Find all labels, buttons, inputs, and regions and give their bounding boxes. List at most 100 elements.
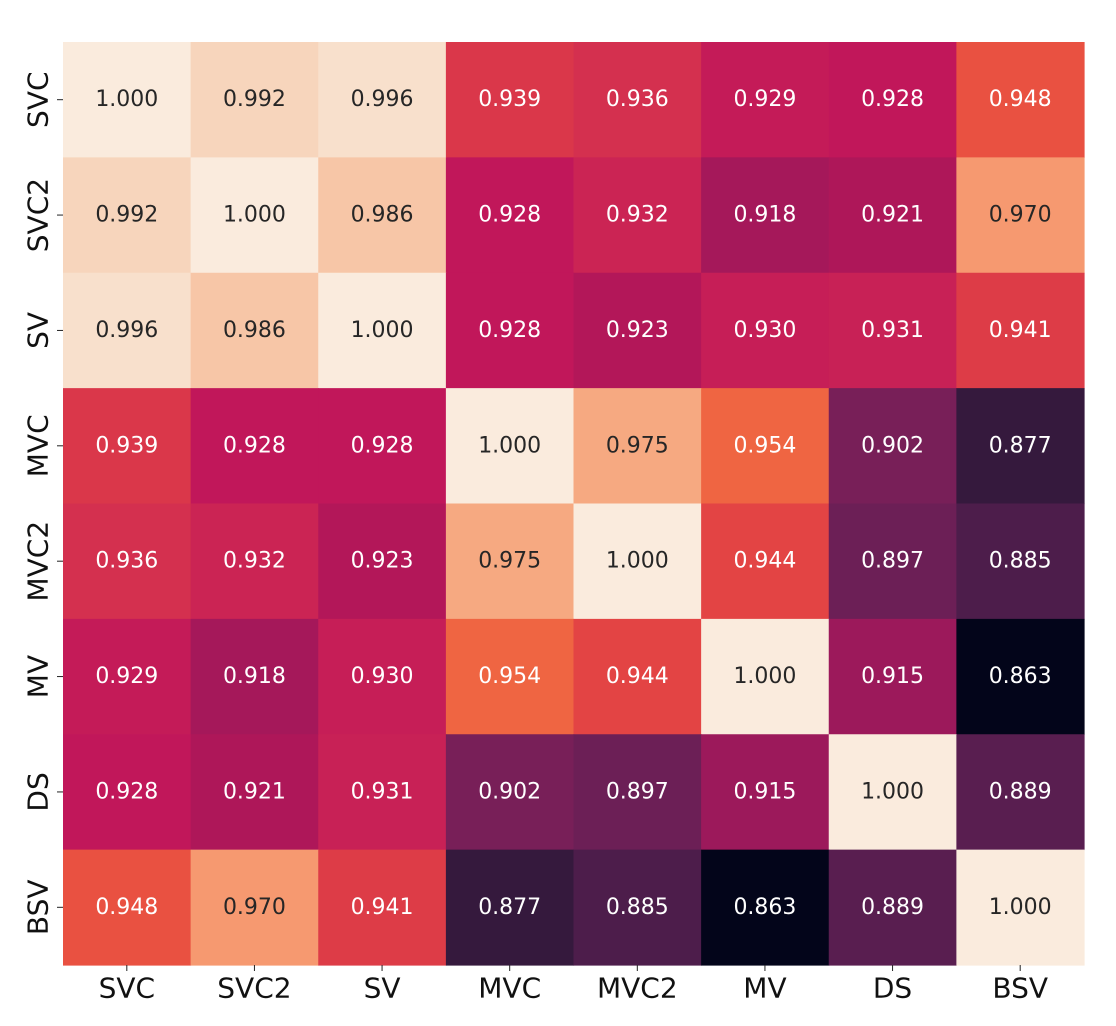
cell-value-label: 0.975	[606, 433, 669, 458]
cell-value-label: 0.928	[351, 433, 414, 458]
cell-value-label: 1.000	[351, 318, 414, 343]
cell-value-label: 0.970	[223, 895, 286, 920]
heatmap-cell-MV-SVC	[63, 618, 192, 735]
x-tick-label-MV: MV	[743, 972, 786, 1005]
heatmap-cell-DS-MVC	[445, 734, 575, 851]
heatmap-cell-SVC-MVC	[445, 42, 575, 158]
cell-value-label: 0.863	[989, 664, 1052, 689]
cell-value-label: 0.932	[606, 203, 669, 228]
heatmap-cell-MVC2-BSV	[956, 503, 1085, 620]
heatmap-cell-MVC2-MV	[701, 503, 830, 620]
cell-value-label: 0.930	[733, 318, 796, 343]
heatmap-cell-SVC2-BSV	[956, 157, 1085, 274]
cell-value-label: 1.000	[478, 433, 541, 458]
x-tick-label-SVC: SVC	[99, 972, 155, 1005]
heatmap-cell-MVC2-MVC	[445, 503, 575, 620]
heatmap-cell-DS-SVC	[63, 734, 192, 851]
heatmap-cell-SV-DS	[828, 272, 957, 389]
cell-value-label: 0.921	[223, 779, 286, 804]
cell-value-label: 0.939	[478, 87, 541, 112]
heatmap-cell-SV-BSV	[956, 272, 1085, 389]
cell-value-label: 0.889	[989, 779, 1052, 804]
cell-value-label: 0.954	[478, 664, 541, 689]
heatmap-cell-BSV-DS	[828, 849, 957, 966]
heatmap-cell-SVC2-DS	[828, 157, 957, 274]
heatmap-cell-SV-MVC	[445, 272, 575, 389]
cell-value-label: 0.941	[989, 318, 1052, 343]
heatmap-cell-SVC-BSV	[956, 42, 1085, 158]
heatmap-cell-MV-SVC2	[190, 618, 319, 735]
cell-value-label: 0.931	[351, 779, 414, 804]
heatmap-cell-MVC-MVC2	[573, 388, 702, 505]
cell-value-label: 0.928	[223, 433, 286, 458]
heatmap-cell-SV-MV	[701, 272, 830, 389]
cell-value-label: 0.921	[861, 203, 924, 228]
heatmap-cell-DS-MVC2	[573, 734, 702, 851]
cell-value-label: 1.000	[861, 779, 924, 804]
cell-value-label: 0.885	[989, 549, 1052, 574]
heatmap-cell-BSV-MV	[701, 849, 830, 966]
cell-value-label: 0.915	[733, 779, 796, 804]
heatmap-cell-SVC-MVC2	[573, 42, 702, 158]
heatmap-cell-SV-SVC	[63, 272, 192, 389]
cell-value-label: 0.928	[478, 318, 541, 343]
heatmap-cell-MV-SV	[318, 618, 447, 735]
cell-value-label: 0.918	[223, 664, 286, 689]
cell-value-label: 0.936	[95, 549, 158, 574]
heatmap-cell-BSV-BSV	[956, 849, 1085, 966]
cell-value-label: 1.000	[733, 664, 796, 689]
cell-value-label: 0.941	[351, 895, 414, 920]
heatmap-cell-SVC2-MVC	[445, 157, 575, 274]
y-tick-label-SVC2: SVC2	[22, 178, 55, 252]
y-tick-label-MVC2: MVC2	[22, 521, 55, 602]
heatmap-cell-MVC-DS	[828, 388, 957, 505]
cell-value-label: 0.897	[861, 549, 924, 574]
cell-value-label: 0.928	[861, 87, 924, 112]
y-tick-label-DS: DS	[22, 772, 55, 811]
heatmap-cell-MVC2-SVC	[63, 503, 192, 620]
cell-value-label: 0.948	[95, 895, 158, 920]
cell-value-label: 0.936	[606, 87, 669, 112]
cell-value-label: 0.897	[606, 779, 669, 804]
cell-value-label: 1.000	[989, 895, 1052, 920]
heatmap-cell-SVC2-MVC2	[573, 157, 702, 274]
x-tick-label-SV: SV	[364, 972, 401, 1005]
heatmap-cell-SVC-SV	[318, 42, 447, 158]
x-tick-label-MVC2: MVC2	[597, 972, 678, 1005]
heatmap-cell-SVC2-SVC2	[190, 157, 319, 274]
heatmap-cell-MVC-SVC	[63, 388, 192, 505]
heatmap-cell-BSV-SVC	[63, 849, 192, 966]
cell-value-label: 0.992	[95, 203, 158, 228]
cell-value-label: 0.885	[606, 895, 669, 920]
cell-value-label: 0.948	[989, 87, 1052, 112]
cell-value-label: 0.930	[351, 664, 414, 689]
cell-value-label: 0.918	[733, 203, 796, 228]
cell-value-label: 0.975	[478, 549, 541, 574]
cell-value-label: 0.954	[733, 433, 796, 458]
heatmap-cell-MVC-SV	[318, 388, 447, 505]
heatmap-cell-SVC-DS	[828, 42, 957, 158]
heatmap-cell-MVC-BSV	[956, 388, 1085, 505]
heatmap-cell-DS-DS	[828, 734, 957, 851]
heatmap-cell-SVC-SVC2	[190, 42, 319, 158]
heatmap-cell-MVC-MVC	[445, 388, 575, 505]
cell-value-label: 0.915	[861, 664, 924, 689]
cell-value-label: 0.939	[95, 433, 158, 458]
heatmap-cells	[63, 42, 1085, 966]
heatmap-cell-MVC2-SVC2	[190, 503, 319, 620]
cell-value-label: 0.986	[351, 203, 414, 228]
heatmap-cell-DS-BSV	[956, 734, 1085, 851]
y-axis-tick-labels: SVC SVC2 SV MVC MVC2 MV DS BSV	[22, 71, 63, 935]
cell-value-label: 0.877	[478, 895, 541, 920]
cell-value-label: 0.992	[223, 87, 286, 112]
y-tick-label-MVC: MVC	[22, 414, 55, 477]
heatmap-cell-BSV-MVC2	[573, 849, 702, 966]
heatmap-cell-BSV-SV	[318, 849, 447, 966]
cell-value-label: 0.902	[478, 779, 541, 804]
heatmap-cell-MV-DS	[828, 618, 957, 735]
heatmap-cell-SVC-SVC	[63, 42, 192, 158]
heatmap-cell-MV-MVC2	[573, 618, 702, 735]
heatmap-cell-SV-MVC2	[573, 272, 702, 389]
heatmap-cell-labels: 1.000 0.992 0.996 0.939 0.936 0.929 0.928 0.948…	[95, 87, 1051, 920]
